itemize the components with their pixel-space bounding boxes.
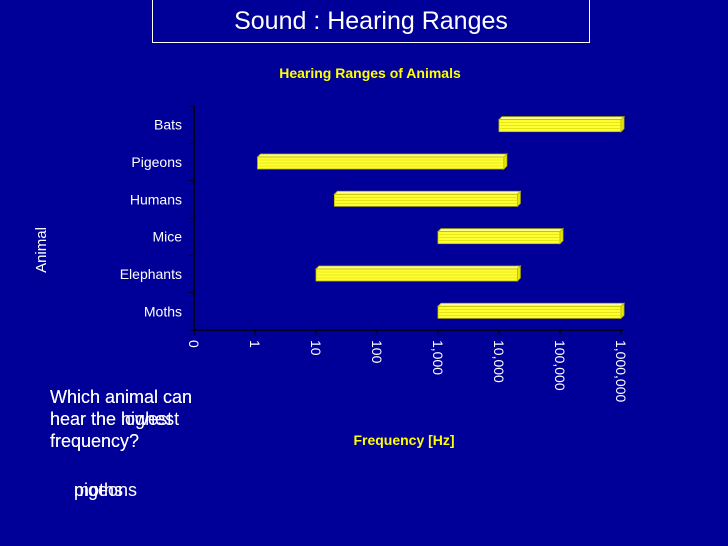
category-label: Mice (152, 229, 182, 245)
x-axis-label: Frequency [Hz] (353, 432, 454, 448)
y-axis-label: Animal (33, 227, 50, 273)
bar-end-cap (516, 265, 521, 282)
bar-top-face (437, 302, 625, 307)
category-label: Elephants (120, 266, 182, 282)
bar-top-face (333, 190, 522, 195)
bar-end-cap (559, 227, 564, 245)
x-tick-label: 1,000,000 (613, 340, 629, 402)
x-tick-label: 1 (247, 340, 263, 348)
answer-text: pigeons moths (74, 480, 137, 501)
plot-area: 0 1 10 100 1,000 10,000 100,000 1,000,000 Bats Pi… (120, 105, 629, 402)
bar-top-face (498, 116, 625, 121)
category-label: Moths (144, 303, 182, 319)
bar-top-face (315, 265, 522, 270)
x-tick-label: 1,000 (430, 340, 446, 375)
x-tick-label: 10,000 (491, 340, 507, 383)
bar-end-cap (503, 153, 508, 170)
category-label: Humans (130, 191, 182, 207)
x-tick-label: 100 (369, 340, 385, 364)
bar-end-cap (620, 302, 625, 320)
bar-end-cap (516, 190, 521, 208)
x-tick-label: 100,000 (552, 340, 568, 391)
question-lowest: Which animal can hear the lowest frequen… (50, 387, 193, 451)
chart-title: Hearing Ranges of Animals (279, 65, 461, 81)
question-highest: Which animal can hear the highest freque… (50, 387, 193, 451)
bar-top-face (256, 153, 508, 158)
answer-moths: moths (74, 480, 124, 500)
x-tick-label: 10 (308, 340, 324, 356)
bar-end-cap (620, 115, 625, 133)
question-text: Which animal can hear the lowest frequen… (50, 386, 225, 452)
x-tick-label: 0 (186, 340, 202, 348)
bar-top-face (437, 228, 564, 233)
slide-title: Sound : Hearing Ranges (152, 0, 590, 43)
answer-pigeons: pigeons (74, 480, 138, 500)
category-label: Bats (154, 117, 182, 133)
category-label: Pigeons (131, 154, 182, 170)
